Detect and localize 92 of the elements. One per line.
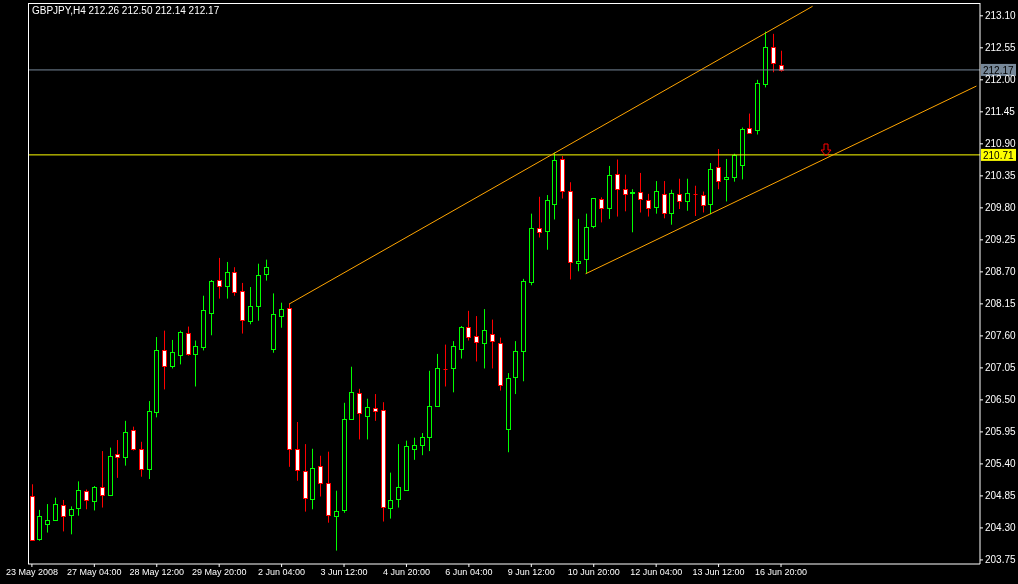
candlestick (443, 344, 448, 388)
candlestick (482, 308, 487, 369)
candlestick (615, 159, 620, 218)
x-tick-label: 4 Jun 20:00 (382, 567, 430, 578)
candlestick (334, 490, 339, 552)
x-tick-label: 23 May 2008 (5, 567, 58, 578)
candlestick (420, 432, 425, 456)
candlestick (576, 218, 581, 272)
candlestick (76, 480, 81, 517)
y-tick-label: 204.85 (985, 490, 1017, 502)
candlestick (630, 188, 635, 233)
x-tick-label: 3 Jun 12:00 (320, 567, 368, 578)
candlestick (646, 193, 651, 218)
candlestick (771, 33, 776, 73)
y-tick-label: 209.80 (985, 202, 1017, 214)
candlestick (69, 505, 74, 535)
candlestick (396, 443, 401, 509)
candlestick (115, 439, 120, 479)
candlestick (474, 315, 479, 362)
candlestick (131, 426, 136, 452)
candlestick (599, 196, 604, 223)
candlestick (412, 437, 417, 461)
y-tick-label: 207.60 (985, 330, 1017, 342)
candlestick (279, 302, 284, 329)
y-tick-label: 205.40 (985, 458, 1017, 470)
candlestick (100, 450, 105, 509)
candlestick (248, 286, 253, 325)
candlestick (373, 393, 378, 422)
y-tick-label: 208.15 (985, 298, 1017, 310)
y-tick-label: 210.35 (985, 170, 1017, 182)
candlestick (217, 257, 222, 300)
candlestick (490, 319, 495, 369)
candlestick (170, 339, 175, 369)
candlestick (37, 509, 42, 542)
candlestick (716, 148, 721, 190)
candlestick (654, 180, 659, 215)
candlestick (388, 472, 393, 520)
candlestick (232, 266, 237, 297)
y-tick-label: 209.25 (985, 234, 1017, 246)
candlestick (732, 153, 737, 183)
x-tick-label: 13 Jun 12:00 (692, 567, 745, 578)
y-tick-label: 207.05 (985, 362, 1017, 374)
chart-title: GBPJPY,H4 212.26 212.50 212.14 212.17 (32, 5, 220, 16)
x-tick-label: 29 May 20:00 (191, 567, 247, 578)
candlestick (623, 174, 628, 212)
candlestick (662, 180, 667, 219)
candlestick (61, 499, 66, 532)
candlestick (451, 340, 456, 393)
candlestick (365, 398, 370, 440)
candlestick (537, 196, 542, 239)
candlestick (701, 191, 706, 213)
y-tick-label: 210.90 (985, 138, 1017, 150)
y-tick-label: 205.95 (985, 426, 1017, 438)
y-tick-label: 212.00 (985, 74, 1017, 86)
candlestick (724, 158, 729, 202)
x-tick-label: 9 Jun 12:00 (507, 567, 555, 578)
y-tick-label: 203.75 (985, 554, 1017, 566)
candlestick (459, 325, 464, 360)
x-tick-label: 2 Jun 04:00 (258, 567, 306, 578)
y-tick-label: 212.55 (985, 42, 1017, 54)
x-tick-label: 10 Jun 20:00 (567, 567, 620, 578)
y-tick-label: 206.50 (985, 394, 1017, 406)
candlestick (84, 489, 89, 510)
y-tick-label: 208.70 (985, 266, 1017, 278)
candlestick (638, 172, 643, 213)
candlestick (693, 185, 698, 217)
candlestick (318, 455, 323, 497)
candlestick (162, 330, 167, 390)
candlestick (193, 340, 198, 388)
x-tick-label: 6 Jun 04:00 (445, 567, 493, 578)
candlestick (53, 497, 58, 521)
candlestick (669, 189, 674, 226)
candlestick (747, 113, 752, 135)
x-tick-label: 12 Jun 04:00 (630, 567, 683, 578)
candlestick (139, 441, 144, 478)
candlestick (264, 259, 269, 282)
x-tick-label: 27 May 04:00 (67, 567, 122, 578)
candlestick (357, 388, 362, 440)
x-tick-label: 16 Jun 20:00 (754, 567, 808, 578)
candlestick (685, 178, 690, 212)
candlestick (677, 178, 682, 210)
candlestick (45, 503, 50, 534)
candlestick (186, 326, 191, 357)
candlestick (92, 485, 97, 511)
y-tick-label: 213.10 (985, 10, 1017, 22)
x-tick-label: 28 May 12:00 (129, 567, 185, 578)
y-tick-label: 211.45 (985, 106, 1016, 118)
y-tick-label: 204.30 (985, 522, 1017, 534)
candlestick (178, 330, 183, 365)
candlestick (225, 261, 230, 300)
candlestick (295, 421, 300, 482)
candlestick (466, 310, 471, 342)
